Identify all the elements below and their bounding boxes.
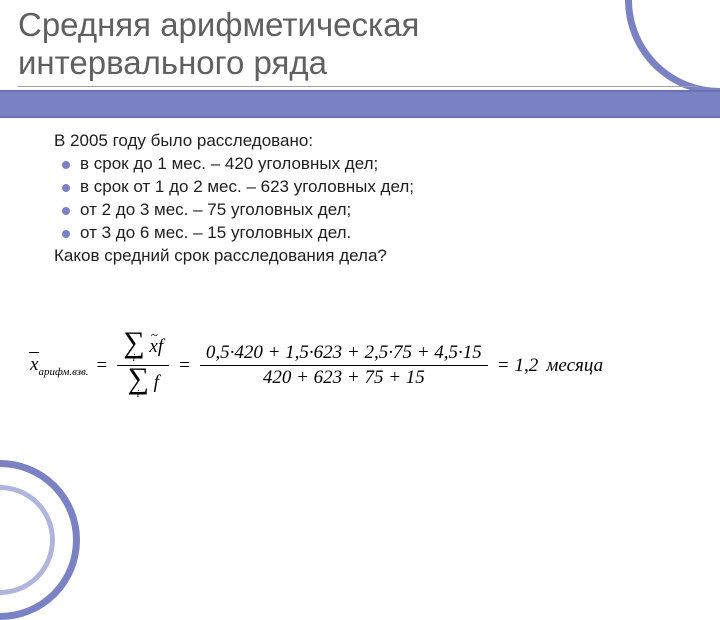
list-item: в срок от 1 до 2 мес. – 623 уголовных де… <box>54 176 414 199</box>
title-underline <box>18 86 698 87</box>
question-text: Каков средний срок расследования дела? <box>54 245 414 268</box>
x-tilde: ~x <box>149 336 157 358</box>
title-line-1: Средняя арифметическая <box>18 6 419 44</box>
lhs-subscript: арифм.взв. <box>38 365 88 377</box>
header-band <box>0 90 720 118</box>
list-item: от 3 до 6 мес. – 15 уголовных дел. <box>54 222 414 245</box>
decorative-arc-top-right <box>625 0 720 95</box>
bullet-icon <box>62 207 70 215</box>
bullet-text: в срок от 1 до 2 мес. – 623 уголовных де… <box>80 176 414 199</box>
list-item: от 2 до 3 мес. – 75 уголовных дел; <box>54 199 414 222</box>
bullet-icon <box>62 184 70 192</box>
result-value: 1,2 <box>515 355 539 377</box>
sigma-icon: ∑ <box>123 331 144 355</box>
title-line-2: интервального ряда <box>18 44 419 82</box>
bullet-text: в срок до 1 мес. – 420 уголовных дел; <box>80 153 378 176</box>
slide-title: Средняя арифметическая интервального ряд… <box>18 6 419 82</box>
bullet-icon <box>62 161 70 169</box>
bullet-icon <box>62 230 70 238</box>
den-expr: f <box>154 372 159 393</box>
fraction-values: 0,5·420 + 1,5·623 + 2,5·75 + 4,5·15 420 … <box>200 341 488 390</box>
bullet-text: от 2 до 3 мес. – 75 уголовных дел; <box>80 199 351 222</box>
sigma-icon: ∑ <box>127 367 148 391</box>
equals-sign: = <box>179 355 190 377</box>
list-item: в срок до 1 мес. – 420 уголовных дел; <box>54 153 414 176</box>
numerator: 0,5·420 + 1,5·623 + 2,5·75 + 4,5·15 <box>200 341 488 365</box>
intro-text: В 2005 году было расследовано: <box>54 130 414 153</box>
equals-sign: = <box>97 355 108 377</box>
denominator: 420 + 623 + 75 + 15 <box>257 366 431 390</box>
bullet-text: от 3 до 6 мес. – 15 уголовных дел. <box>80 222 351 245</box>
sigma-sub: i <box>137 389 140 400</box>
fraction-sigma: ∑ i ~xf ∑ i f <box>117 330 169 401</box>
body-content: В 2005 году было расследовано: в срок до… <box>54 130 414 268</box>
x-bar-symbol: xарифм.взв. <box>28 354 91 378</box>
result-unit: месяца <box>546 355 603 377</box>
formula: xарифм.взв. = ∑ i ~xf ∑ i f = 0,5·420 + … <box>28 330 708 401</box>
equals-sign: = <box>498 355 509 377</box>
